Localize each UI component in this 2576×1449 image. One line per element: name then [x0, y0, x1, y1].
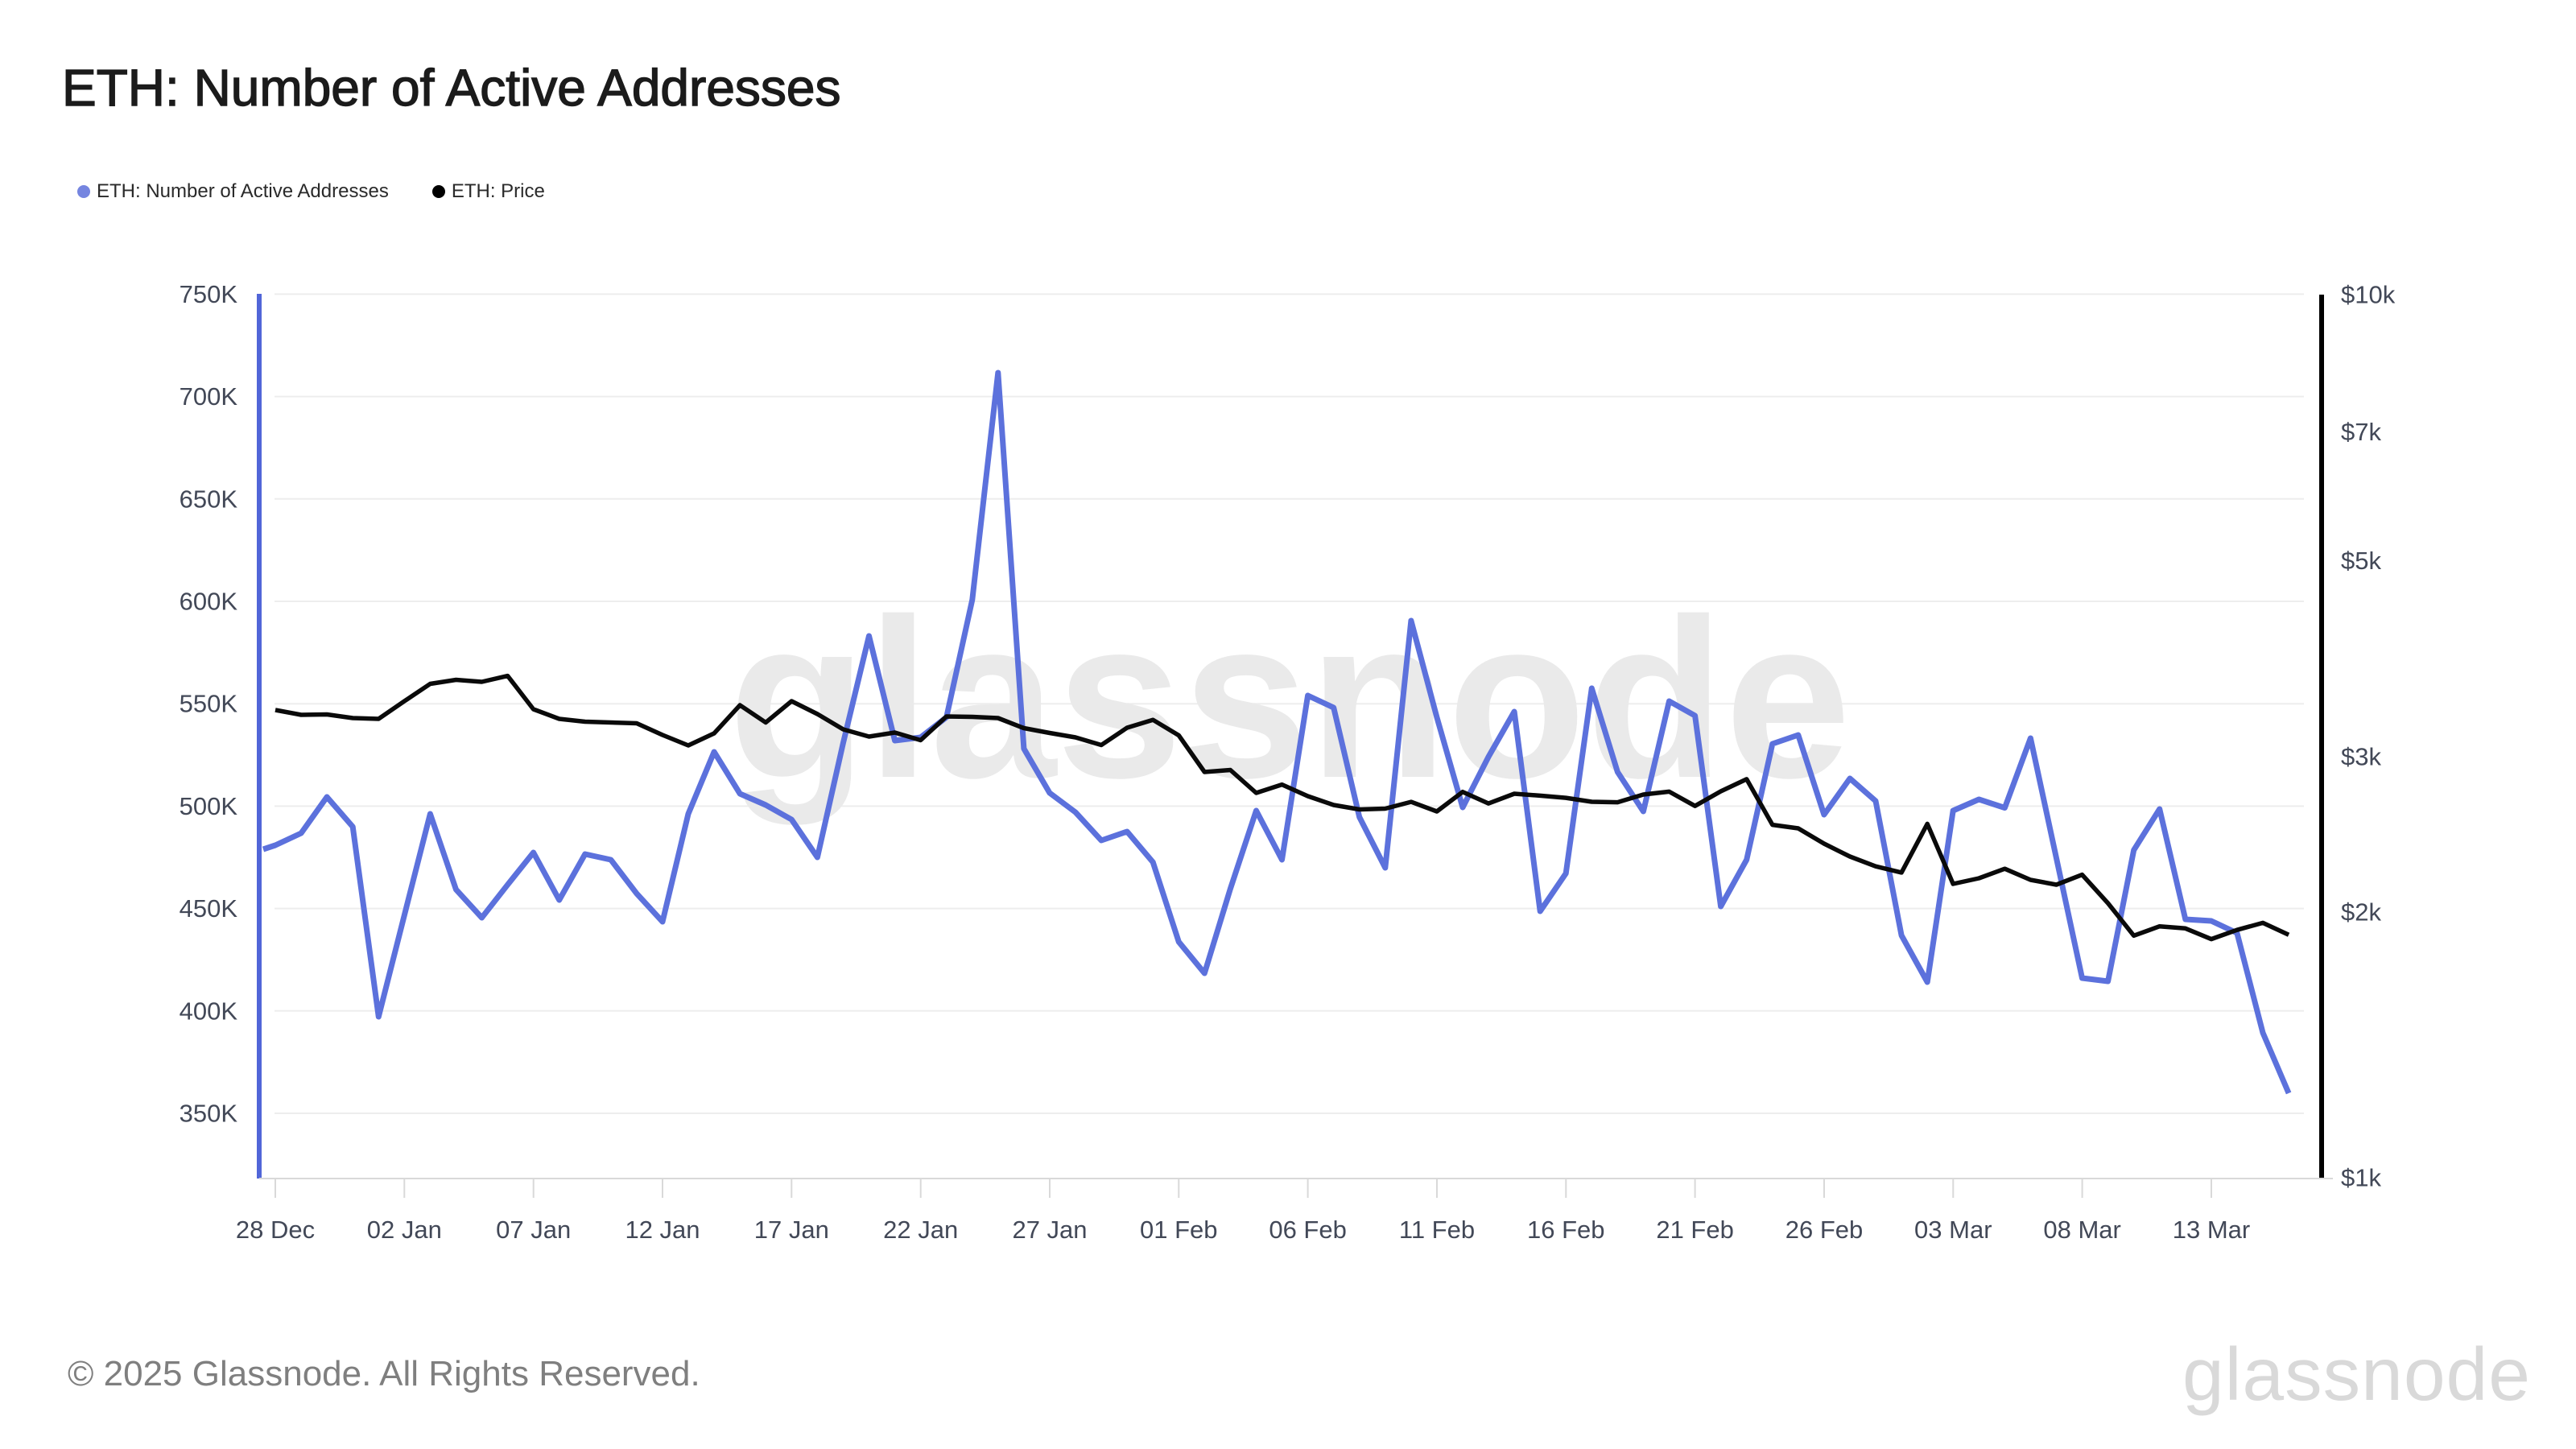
svg-text:600K: 600K [180, 588, 238, 616]
svg-text:500K: 500K [180, 792, 238, 820]
svg-text:01 Feb: 01 Feb [1140, 1216, 1218, 1244]
svg-text:22 Jan: 22 Jan [883, 1216, 958, 1244]
svg-text:750K: 750K [180, 280, 238, 308]
svg-text:17 Jan: 17 Jan [754, 1216, 829, 1244]
svg-text:$1k: $1k [2341, 1164, 2381, 1192]
svg-text:11 Feb: 11 Feb [1399, 1216, 1475, 1244]
svg-text:26 Feb: 26 Feb [1785, 1216, 1864, 1244]
svg-text:400K: 400K [180, 997, 238, 1025]
svg-text:28 Dec: 28 Dec [236, 1216, 315, 1244]
svg-text:12 Jan: 12 Jan [625, 1216, 700, 1244]
svg-text:02 Jan: 02 Jan [367, 1216, 442, 1244]
svg-text:$3k: $3k [2341, 742, 2381, 770]
svg-text:07 Jan: 07 Jan [496, 1216, 571, 1244]
svg-text:13 Mar: 13 Mar [2173, 1216, 2250, 1244]
svg-text:$5k: $5k [2341, 547, 2381, 575]
svg-text:08 Mar: 08 Mar [2043, 1216, 2120, 1244]
svg-text:650K: 650K [180, 485, 238, 513]
svg-text:27 Jan: 27 Jan [1012, 1216, 1087, 1244]
svg-text:550K: 550K [180, 690, 238, 718]
svg-text:16 Feb: 16 Feb [1527, 1216, 1605, 1244]
svg-text:700K: 700K [180, 382, 238, 411]
svg-text:$10k: $10k [2341, 281, 2396, 309]
svg-text:450K: 450K [180, 894, 238, 923]
svg-text:06 Feb: 06 Feb [1269, 1216, 1347, 1244]
svg-text:glassnode: glassnode [729, 572, 1852, 827]
svg-text:21 Feb: 21 Feb [1656, 1216, 1734, 1244]
svg-text:$7k: $7k [2341, 418, 2381, 446]
svg-text:03 Mar: 03 Mar [1914, 1216, 1992, 1244]
svg-text:$2k: $2k [2341, 898, 2381, 927]
svg-text:350K: 350K [180, 1100, 238, 1128]
